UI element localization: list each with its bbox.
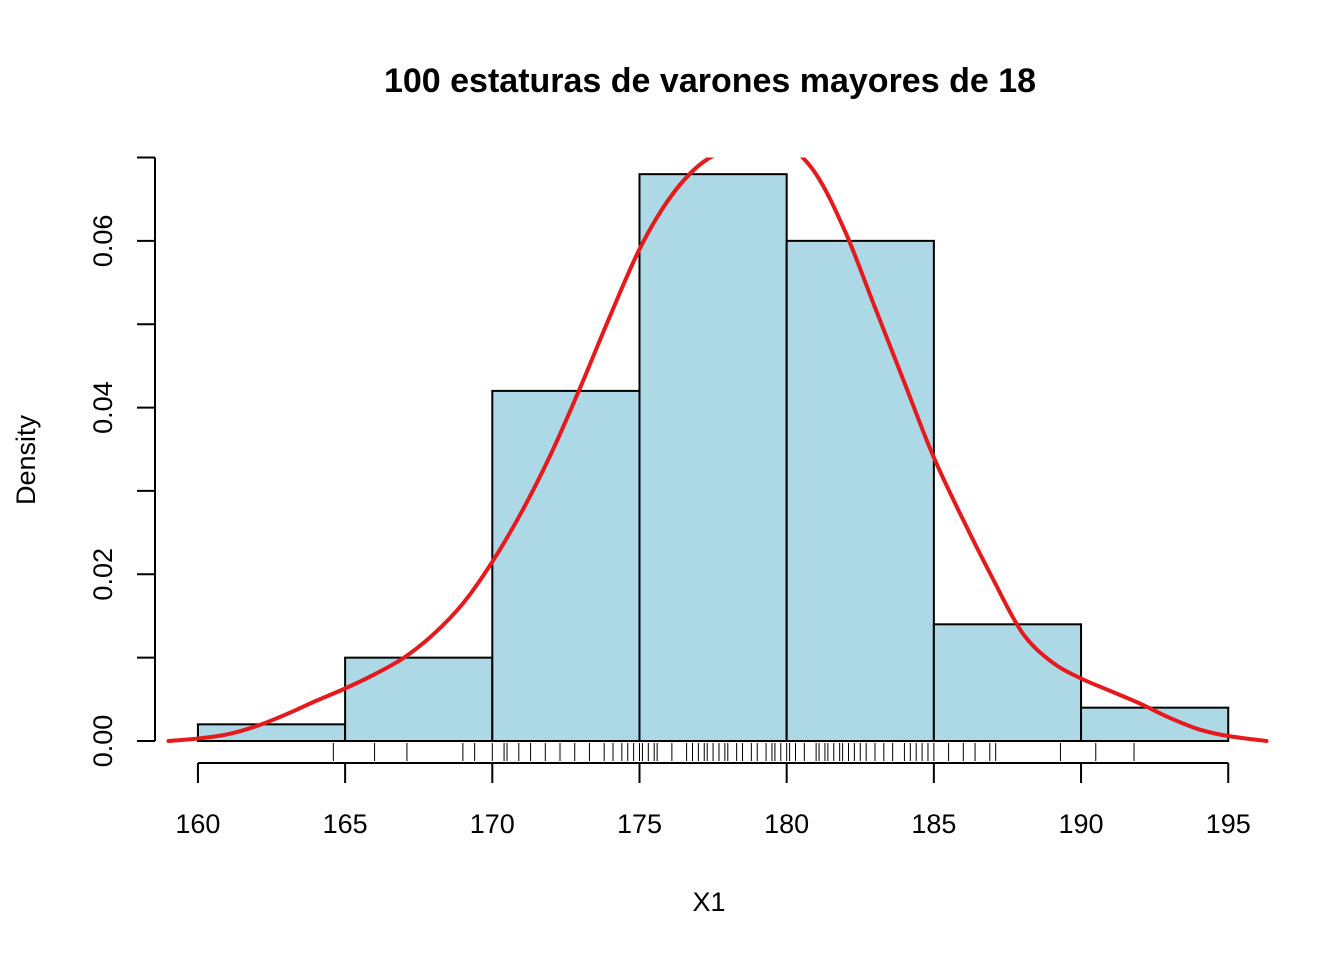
bars-layer xyxy=(196,173,1230,743)
histogram-bar xyxy=(1080,706,1230,743)
x-tick-label: 165 xyxy=(323,809,368,839)
rug-layer xyxy=(332,743,1135,761)
histogram-bar xyxy=(196,723,347,742)
x-tick-label: 160 xyxy=(175,809,220,839)
histogram-bar xyxy=(932,623,1083,742)
chart-title: 100 estaturas de varones mayores de 18 xyxy=(384,62,1036,100)
y-tick-label: 0.04 xyxy=(88,381,118,434)
y-tick-label: 0.02 xyxy=(88,548,118,601)
y-axis-label: Density xyxy=(11,414,41,505)
x-tick-label: 180 xyxy=(764,809,809,839)
histogram-bar xyxy=(785,239,935,742)
x-axis-label: X1 xyxy=(692,887,725,917)
histogram-bar xyxy=(344,656,494,743)
density-curve xyxy=(166,157,1269,743)
x-tick-label: 175 xyxy=(617,809,662,839)
y-axis: 0.00 0.02 0.04 0.06 xyxy=(88,156,156,768)
histogram-bar xyxy=(491,389,641,742)
x-axis: 160 165 170 175 180 185 190 195 xyxy=(175,762,1251,839)
y-tick-label: 0.06 xyxy=(88,215,118,268)
histogram-bar xyxy=(638,173,788,742)
curve-layer xyxy=(166,157,1269,743)
x-tick-label: 195 xyxy=(1206,809,1251,839)
y-tick-label: 0.00 xyxy=(88,715,118,768)
x-tick-label: 190 xyxy=(1059,809,1104,839)
x-tick-label: 170 xyxy=(470,809,515,839)
x-tick-label: 185 xyxy=(911,809,956,839)
